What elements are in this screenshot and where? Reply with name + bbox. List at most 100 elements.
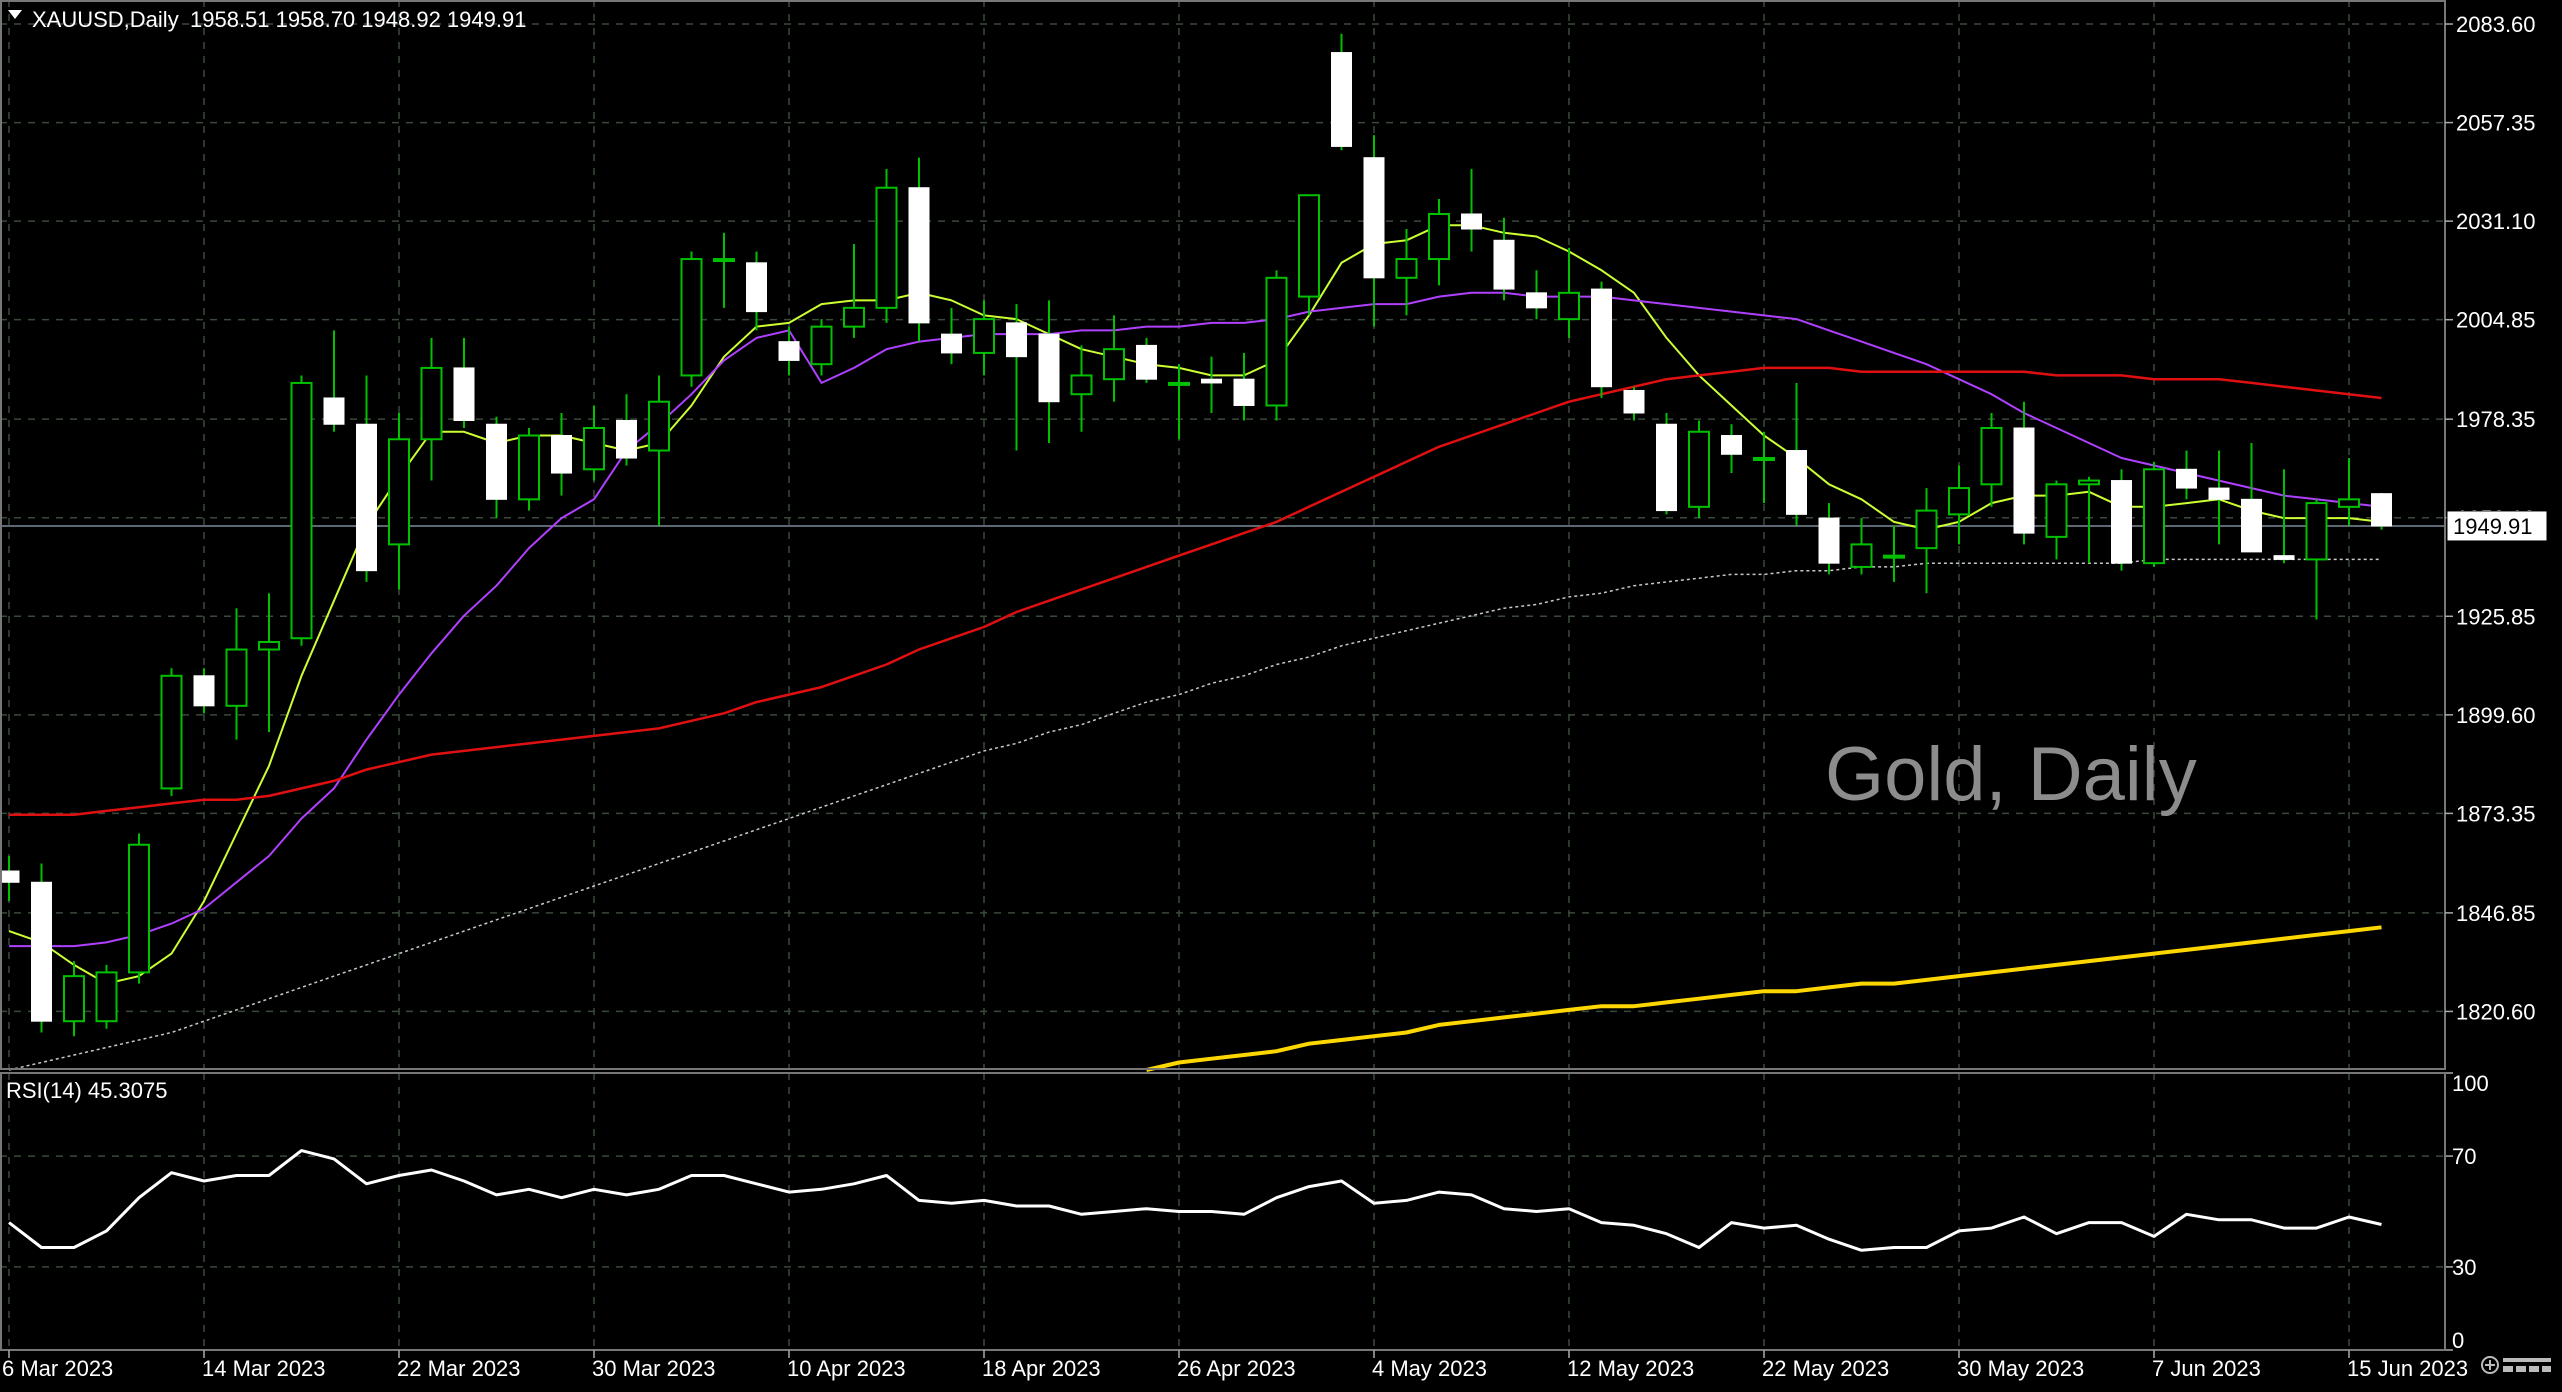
candle-body [1818,517,1840,564]
chart-header[interactable]: XAUUSD,Daily 1958.51 1958.70 1948.92 194… [8,7,526,32]
candle-body [1721,435,1742,455]
bull-candle [680,251,703,387]
bear-candle [323,330,345,432]
candle-body [31,881,52,1022]
bull-candle [1915,488,1938,594]
candle-body [616,419,637,459]
current-price-label: 1949.91 [2453,514,2533,539]
date-tick-label: 10 Apr 2023 [787,1356,906,1381]
bull-candle [1948,465,1970,545]
candle-body [1136,344,1157,380]
candle-body [388,438,410,546]
rsi-tick-label: 100 [2452,1071,2489,1096]
bull-candle [290,375,313,646]
price-tick-label: 2083.60 [2456,12,2536,37]
bull-candle [1265,270,1288,421]
current-price-box [2446,510,2548,542]
candle-body [2045,483,2068,538]
date-tick-label: 26 Apr 2023 [1177,1356,1296,1381]
candle-body [2143,468,2165,565]
candle-body [875,186,898,309]
bear-candle [2273,469,2295,564]
bear-candle [1363,135,1385,327]
candle-body [1623,389,1645,414]
date-tick-label: 22 May 2023 [1762,1356,1889,1381]
candle-body [420,366,443,441]
ma-yellow-line [1146,925,2382,1072]
candle-body [1103,348,1125,381]
candle-body [95,971,118,1023]
bull-candle [1850,518,1873,575]
rsi-tick-label: 70 [2452,1144,2476,1169]
date-tick-label: 7 Jun 2023 [2152,1356,2261,1381]
rsi-panel: 100 70 30 0 [0,1071,2489,1353]
bull-candle [2143,461,2165,567]
bear-candle [453,337,475,428]
bear-candle [356,375,377,582]
bull-candle [810,319,833,376]
bull-candle [1103,315,1125,402]
candle-body [2111,480,2132,564]
date-axis: 6 Mar 2023 14 Mar 2023 22 Mar 2023 30 Mar 2… [2,1350,2468,1381]
candle-body [486,423,507,500]
date-tick-label: 30 Mar 2023 [592,1356,716,1381]
bear-candle [486,416,507,519]
bear-candle [0,856,20,902]
bear-candle [2111,469,2132,571]
candle-body [2305,502,2328,561]
candle-body [0,870,20,883]
bear-candle [551,412,572,496]
candle-body [1753,457,1775,462]
price-tick-label: 1899.60 [2456,703,2536,728]
chart-watermark: Gold, Daily [1825,732,2197,817]
bear-candle [778,326,800,376]
ma-very-long-line [8,558,2382,1071]
candle-body [1688,430,1710,508]
bear-candle [193,668,215,714]
dropdown-triangle-icon[interactable] [8,10,22,19]
bull-candle [420,337,443,481]
candle-body [2273,555,2295,560]
candle-body [1850,543,1873,568]
price-tick-label: 1820.60 [2456,999,2536,1024]
bear-candle [2013,401,2035,545]
bear-candle [2241,443,2262,553]
bear-candle [1786,382,1807,526]
candle-body [518,434,540,501]
candle-body [323,397,345,425]
bull-candle [160,668,183,796]
bear-candle [2176,450,2197,500]
bull-candle [128,833,150,984]
bull-candle [2338,458,2360,526]
bull-candle [95,964,118,1029]
candle-body [128,843,150,974]
date-tick-label: 12 May 2023 [1567,1356,1694,1381]
brand-logo-icon [2481,1356,2551,1374]
candle-body [2241,498,2262,553]
candle-body [1395,258,1418,279]
bull-candle [1688,420,1710,519]
price-tick-label: 2031.10 [2456,209,2536,234]
bull-candle [2045,480,2068,560]
candle-body [1331,52,1352,147]
bull-candle [1980,412,2003,507]
candle-body [1038,333,1060,403]
candle-body [973,318,995,354]
current-price-tag: 1949.91 [2446,510,2548,542]
candle-body [356,423,377,572]
bear-candle [1331,33,1352,151]
bull-candle [388,412,410,590]
candle-body [1980,427,2003,486]
candle-body [778,341,800,361]
bear-candle [1461,168,1482,252]
candle-body [908,187,930,324]
candles [0,33,2392,1037]
candle-body [648,400,670,452]
ma-medium-line [9,291,2382,948]
candle-body [2338,498,2360,508]
bull-candle [1428,198,1450,286]
price-tick-label: 1846.85 [2456,901,2536,926]
price-tick-label: 1925.85 [2456,604,2536,629]
bear-candle [1233,352,1255,421]
